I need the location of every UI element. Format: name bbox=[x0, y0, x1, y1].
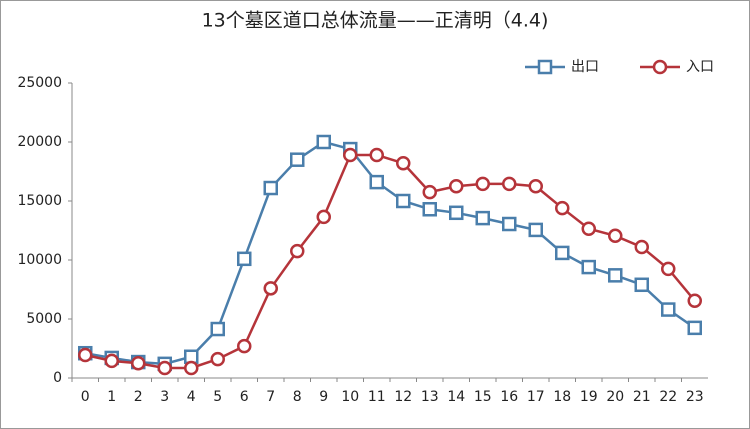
x-tick-label: 20 bbox=[606, 389, 624, 405]
x-tick-label: 18 bbox=[553, 389, 571, 405]
point bbox=[316, 134, 331, 150]
point bbox=[210, 321, 225, 337]
point bbox=[290, 152, 305, 167]
point bbox=[634, 277, 649, 293]
point bbox=[369, 174, 384, 190]
x-tick-label: 9 bbox=[319, 389, 328, 405]
point bbox=[422, 184, 437, 200]
x-tick-label: 1 bbox=[107, 389, 116, 405]
point bbox=[157, 360, 172, 376]
point bbox=[449, 205, 464, 221]
x-tick-label: 4 bbox=[187, 389, 196, 405]
x-tick-label: 15 bbox=[474, 389, 492, 405]
y-tick-label: 10000 bbox=[17, 252, 62, 268]
point bbox=[104, 353, 119, 369]
x-tick-label: 23 bbox=[686, 389, 704, 405]
x-tick-label: 12 bbox=[394, 389, 412, 405]
x-tick-label: 6 bbox=[240, 389, 249, 405]
point bbox=[608, 268, 623, 283]
point bbox=[661, 302, 676, 317]
point bbox=[528, 179, 543, 194]
x-tick-label: 19 bbox=[580, 389, 598, 405]
point bbox=[263, 180, 278, 196]
point bbox=[502, 216, 517, 232]
y-tick-label: 25000 bbox=[17, 75, 62, 91]
point bbox=[555, 245, 570, 261]
x-tick-label: 21 bbox=[633, 389, 651, 405]
point bbox=[422, 202, 437, 217]
point bbox=[608, 228, 623, 244]
x-tick-label: 13 bbox=[421, 389, 439, 405]
x-tick-label: 8 bbox=[293, 389, 302, 405]
point bbox=[369, 147, 384, 163]
x-tick-label: 7 bbox=[266, 389, 275, 405]
point bbox=[687, 293, 702, 308]
point bbox=[237, 338, 252, 354]
point bbox=[581, 259, 596, 275]
point bbox=[502, 176, 517, 192]
x-tick-label: 10 bbox=[341, 389, 359, 405]
legend-label: 入口 bbox=[686, 59, 714, 75]
x-tick-label: 17 bbox=[527, 389, 545, 405]
chart-title: 13个墓区道口总体流量——正清明（4.4) bbox=[202, 10, 549, 32]
point bbox=[263, 281, 278, 296]
point bbox=[449, 179, 464, 194]
legend-marker bbox=[537, 59, 553, 75]
point bbox=[661, 261, 676, 277]
point bbox=[555, 200, 570, 216]
point bbox=[528, 222, 543, 238]
x-tick-label: 0 bbox=[81, 389, 90, 405]
point bbox=[581, 221, 596, 236]
y-tick-label: 15000 bbox=[17, 193, 62, 209]
point bbox=[396, 155, 411, 171]
x-tick-label: 11 bbox=[368, 389, 386, 405]
y-tick-label: 20000 bbox=[17, 134, 62, 150]
point bbox=[237, 251, 252, 267]
x-tick-label: 14 bbox=[447, 389, 465, 405]
point bbox=[316, 209, 331, 225]
legend-label: 出口 bbox=[571, 59, 599, 75]
point bbox=[475, 210, 490, 226]
x-tick-label: 16 bbox=[500, 389, 518, 405]
y-tick-label: 5000 bbox=[26, 311, 62, 327]
point bbox=[687, 320, 702, 336]
x-tick-label: 3 bbox=[160, 389, 169, 405]
point bbox=[396, 193, 411, 209]
y-tick-label: 0 bbox=[53, 370, 62, 386]
point bbox=[78, 347, 93, 363]
point bbox=[210, 351, 225, 367]
x-tick-label: 2 bbox=[134, 389, 143, 405]
point bbox=[475, 176, 490, 192]
x-tick-label: 22 bbox=[659, 389, 677, 405]
point bbox=[634, 239, 649, 255]
x-tick-label: 5 bbox=[213, 389, 222, 405]
point bbox=[184, 360, 199, 376]
legend-marker bbox=[652, 59, 668, 75]
point bbox=[290, 243, 305, 259]
point bbox=[343, 147, 358, 163]
point bbox=[131, 356, 146, 371]
